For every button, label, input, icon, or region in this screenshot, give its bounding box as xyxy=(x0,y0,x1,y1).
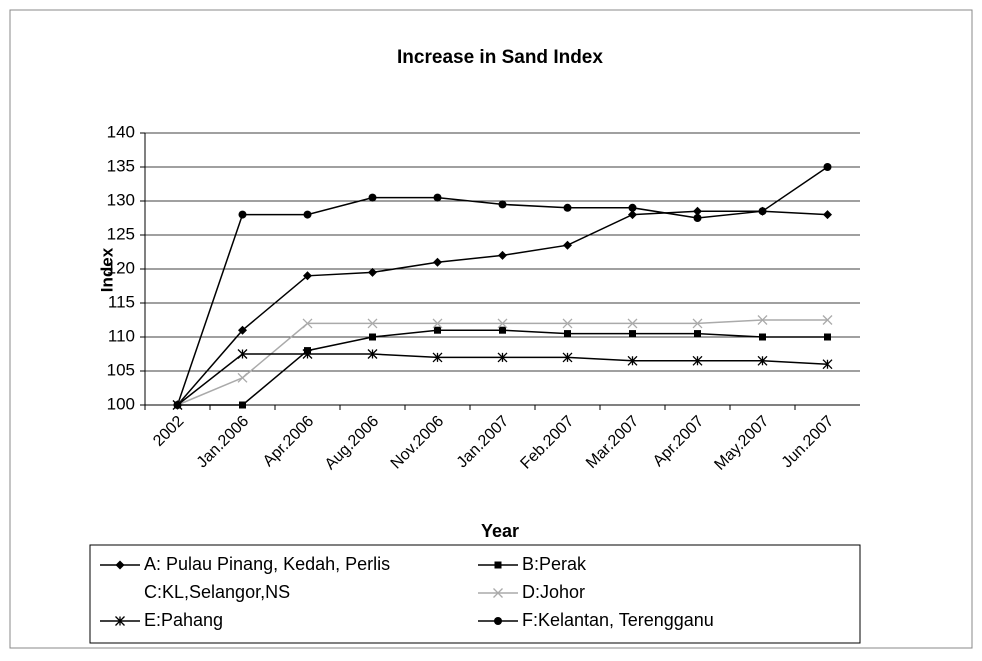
x-axis-label: Year xyxy=(481,521,519,541)
marker xyxy=(303,271,312,281)
legend-label: D:Johor xyxy=(522,582,585,602)
marker xyxy=(759,333,766,341)
y-tick-label: 120 xyxy=(107,258,135,277)
marker xyxy=(499,326,506,334)
y-tick-label: 110 xyxy=(108,326,135,345)
marker xyxy=(115,560,125,570)
marker xyxy=(824,333,831,341)
marker xyxy=(369,333,376,341)
marker xyxy=(823,210,832,220)
marker xyxy=(693,206,702,216)
marker xyxy=(692,318,703,329)
marker xyxy=(563,203,572,212)
marker xyxy=(494,617,502,625)
y-tick-label: 140 xyxy=(107,122,135,141)
marker xyxy=(434,326,441,334)
marker xyxy=(498,200,507,209)
legend-label: E:Pahang xyxy=(144,610,223,630)
marker xyxy=(238,210,247,219)
y-tick-label: 135 xyxy=(107,156,135,175)
y-axis-label: Index xyxy=(97,247,116,292)
y-tick-label: 100 xyxy=(107,394,135,413)
chart-frame xyxy=(9,9,973,649)
legend-label: C:KL,Selangor,NS xyxy=(144,582,290,602)
marker xyxy=(822,315,833,325)
marker xyxy=(628,203,637,212)
legend-label: A: Pulau Pinang, Kedah, Perlis xyxy=(144,554,390,574)
marker xyxy=(433,193,442,202)
marker xyxy=(564,330,571,338)
marker xyxy=(758,207,767,216)
marker xyxy=(303,210,312,219)
marker xyxy=(497,352,508,363)
y-tick-label: 105 xyxy=(107,360,135,379)
marker xyxy=(432,352,443,363)
marker xyxy=(368,267,377,277)
marker xyxy=(694,330,701,338)
marker xyxy=(173,401,182,409)
marker xyxy=(498,250,507,260)
marker xyxy=(302,318,313,329)
marker xyxy=(757,355,768,366)
marker xyxy=(627,355,638,366)
chart-title: Increase in Sand Index xyxy=(397,47,603,68)
marker xyxy=(368,193,377,202)
marker xyxy=(692,355,703,366)
y-tick-label: 115 xyxy=(108,292,135,311)
marker xyxy=(563,240,572,250)
marker xyxy=(823,163,832,171)
marker xyxy=(238,325,247,335)
marker xyxy=(629,330,636,338)
marker xyxy=(497,318,508,329)
marker xyxy=(302,349,313,359)
marker xyxy=(562,318,573,329)
marker xyxy=(562,352,573,363)
marker xyxy=(627,318,638,329)
marker xyxy=(115,616,125,626)
marker xyxy=(432,318,443,329)
marker xyxy=(367,349,378,359)
marker xyxy=(493,588,503,598)
y-tick-label: 130 xyxy=(107,190,135,209)
marker xyxy=(433,257,442,267)
marker xyxy=(757,315,768,325)
marker xyxy=(237,372,248,383)
legend-label: F:Kelantan, Terengganu xyxy=(522,610,714,630)
legend-label: B:Perak xyxy=(522,554,587,574)
marker xyxy=(237,349,248,359)
marker xyxy=(822,359,833,370)
marker xyxy=(693,214,702,222)
y-tick-label: 125 xyxy=(107,224,135,243)
marker xyxy=(239,401,246,409)
marker xyxy=(494,561,502,569)
legend-box xyxy=(89,544,861,644)
marker xyxy=(367,318,378,329)
marker xyxy=(628,210,637,220)
